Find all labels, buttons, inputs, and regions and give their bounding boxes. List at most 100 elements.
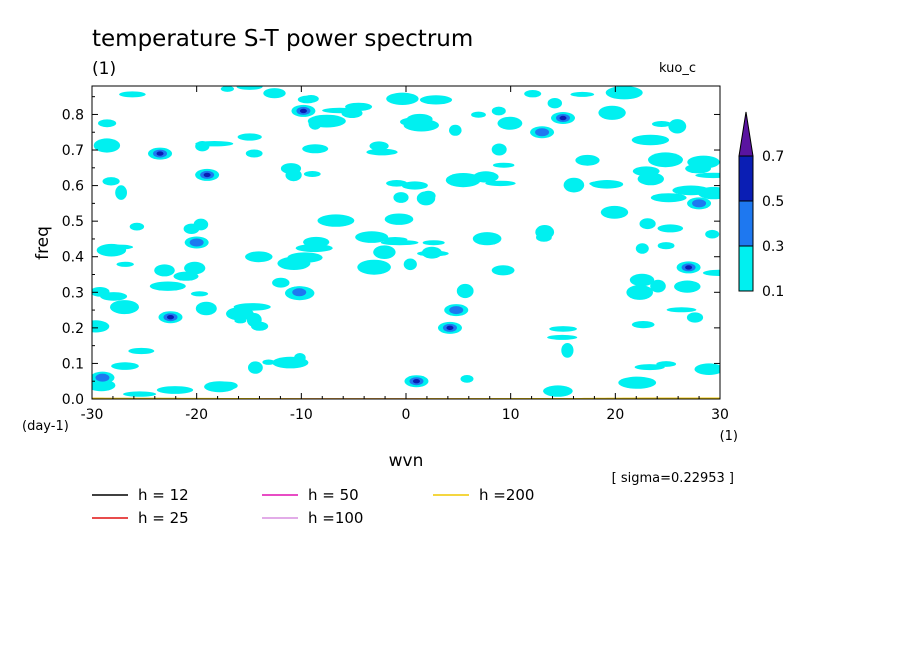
contour-speckle xyxy=(686,312,704,323)
contour-speckle xyxy=(317,214,355,227)
contour-speckle xyxy=(547,98,562,109)
contour-speckle xyxy=(547,334,578,340)
contour-speckle xyxy=(285,169,302,182)
contour-speckle xyxy=(422,240,445,246)
colorbar: 0.1 0.3 0.5 0.7 xyxy=(738,111,784,300)
contour-speckle xyxy=(263,88,286,99)
contour-speckle xyxy=(629,273,655,287)
contour-patch-core xyxy=(299,108,307,114)
contour-speckle xyxy=(656,361,677,367)
contour-patch-mid xyxy=(692,199,707,208)
contour-patch-mid xyxy=(535,128,550,137)
contour-speckle xyxy=(674,280,701,293)
contour-speckle xyxy=(695,172,720,179)
contour-speckle xyxy=(648,152,683,168)
colorbar-top-arrow xyxy=(738,111,754,157)
contour-speckle xyxy=(460,375,474,383)
contour-speckle xyxy=(637,172,664,186)
contour-speckle xyxy=(598,105,626,120)
contour-speckle xyxy=(369,141,389,151)
contour-speckle xyxy=(456,283,474,299)
contour-speckle xyxy=(287,252,323,263)
colorbar-label: 0.1 xyxy=(762,284,784,300)
contour-speckle xyxy=(657,224,684,233)
contour-speckle xyxy=(626,284,653,300)
y-tick-label: 0.2 xyxy=(62,321,84,337)
colorbar-segment xyxy=(738,155,754,202)
contour-speckle xyxy=(128,347,155,355)
contour-speckle xyxy=(650,279,666,293)
contour-speckle xyxy=(236,86,263,90)
contour-speckle xyxy=(272,277,290,288)
contour-speckle xyxy=(116,261,134,267)
contour-speckle xyxy=(110,300,139,315)
contour-speckle xyxy=(668,119,687,134)
legend-label: h = 25 xyxy=(138,509,189,527)
legend: h = 12 h = 25 h = 50 h =100 h =200 xyxy=(92,486,534,527)
units-label: (1) xyxy=(92,59,116,79)
contour-speckle xyxy=(491,106,506,116)
y-tick-label: 0.3 xyxy=(62,285,84,301)
x-tick-label: -10 xyxy=(290,407,313,423)
x-tick-label: -20 xyxy=(185,407,208,423)
legend-label: h =100 xyxy=(308,509,363,527)
x-tick-label: 0 xyxy=(402,407,411,423)
contour-speckle xyxy=(445,173,481,188)
chart-title: temperature S-T power spectrum xyxy=(92,26,473,52)
contour-speckle xyxy=(600,205,629,219)
contour-patch-core xyxy=(559,115,567,121)
contour-speckle xyxy=(195,301,217,316)
contour-speckle xyxy=(493,162,515,168)
contour-patch-core xyxy=(203,172,211,178)
contour-speckle xyxy=(216,381,238,390)
contour-patch-core xyxy=(167,314,174,320)
contour-speckle xyxy=(631,321,655,329)
contour-speckle xyxy=(226,307,254,321)
contour-speckle xyxy=(419,95,453,105)
y-axis-label: freq xyxy=(33,226,53,260)
contour-speckle xyxy=(473,171,499,183)
contour-speckle xyxy=(115,185,127,200)
contour-patch-core xyxy=(412,379,420,384)
contour-speckle xyxy=(666,307,697,313)
contour-speckle xyxy=(307,114,346,128)
contour-patch-core xyxy=(446,325,454,331)
contour-patches xyxy=(92,86,720,397)
contour-speckle xyxy=(297,95,317,104)
contour-speckle xyxy=(220,86,234,92)
colorbar-segment xyxy=(738,200,754,247)
contour-speckle xyxy=(485,180,516,187)
contour-patch-mid xyxy=(449,306,464,315)
legend-label: h = 12 xyxy=(138,486,189,504)
contour-patch-mid xyxy=(189,238,204,247)
contour-speckle xyxy=(570,91,595,97)
y-tick-label: 0.8 xyxy=(62,107,84,123)
contour-speckle xyxy=(535,225,555,240)
contour-speckle xyxy=(245,149,263,158)
contour-speckle xyxy=(491,143,507,156)
contour-speckle xyxy=(98,119,117,128)
contour-speckle xyxy=(173,271,199,281)
contour-speckle xyxy=(702,269,720,276)
contour-speckle xyxy=(355,231,389,243)
contour-speckle xyxy=(119,91,146,98)
contour-patch-core xyxy=(685,265,693,270)
contour-speckle xyxy=(111,362,139,370)
contour-speckle xyxy=(237,133,262,141)
contour-speckle xyxy=(272,356,309,369)
contour-speckle xyxy=(543,385,573,397)
contour-speckle xyxy=(366,148,398,156)
contour-patch-mid xyxy=(292,288,307,297)
contour-patch-core xyxy=(156,151,164,156)
contour-speckle xyxy=(416,191,436,206)
contour-speckle xyxy=(195,141,234,147)
contour-speckle xyxy=(400,117,429,127)
y-tick-label: 0.5 xyxy=(62,214,84,230)
contour-speckle xyxy=(634,364,665,371)
contour-speckle xyxy=(129,222,145,231)
plot-area xyxy=(91,85,721,400)
y-tick-label: 0.0 xyxy=(62,392,84,408)
contour-speckle xyxy=(248,361,263,374)
contour-speckle xyxy=(561,343,574,358)
